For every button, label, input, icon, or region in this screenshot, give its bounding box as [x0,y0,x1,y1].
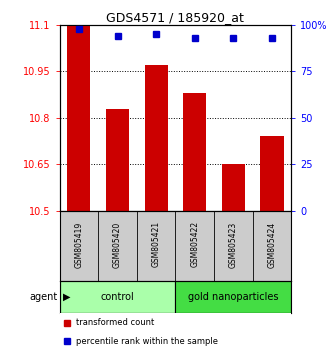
Text: GSM805420: GSM805420 [113,221,122,268]
Bar [60,281,175,313]
Bar [106,109,129,211]
Text: transformed count: transformed count [76,318,154,327]
Bar [67,25,90,211]
Text: ▶: ▶ [63,292,70,302]
Text: GSM805424: GSM805424 [267,221,276,268]
Text: GSM805421: GSM805421 [152,221,161,267]
Bar [260,136,284,211]
Bar [145,65,168,211]
Bar [183,93,206,211]
Text: control: control [101,292,134,302]
Text: gold nanoparticles: gold nanoparticles [188,292,279,302]
Text: percentile rank within the sample: percentile rank within the sample [76,337,218,346]
Text: GSM805419: GSM805419 [74,221,83,268]
Text: agent: agent [29,292,58,302]
Bar [175,281,291,313]
Title: GDS4571 / 185920_at: GDS4571 / 185920_at [107,11,244,24]
Text: GSM805423: GSM805423 [229,221,238,268]
Text: GSM805422: GSM805422 [190,221,199,267]
Bar [222,164,245,211]
